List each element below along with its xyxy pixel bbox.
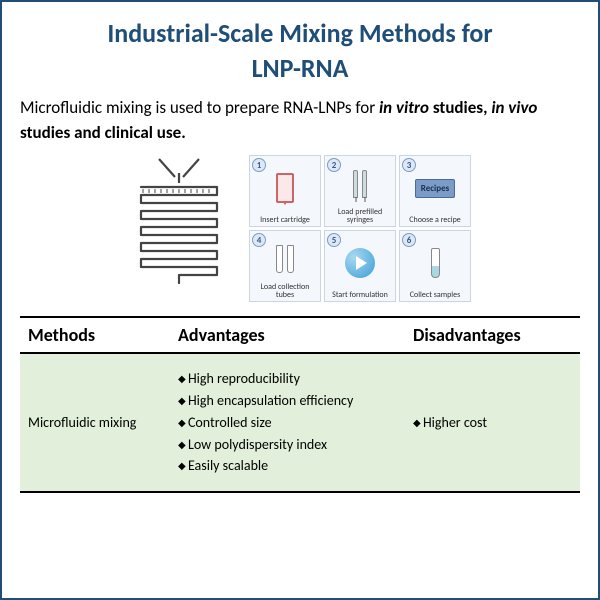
intro-em-1: in vitro — [379, 97, 429, 118]
recipes-button-label: Recipes — [415, 179, 455, 198]
header-advantages: Advantages — [170, 317, 405, 353]
step-6: 6 Collect samples — [399, 230, 471, 302]
intro-bold-1: studies, — [433, 97, 491, 118]
step-5-label: Start formulation — [331, 291, 389, 300]
microfluidic-chip-icon — [129, 155, 229, 285]
page-title: Industrial-Scale Mixing Methods for LNP-… — [20, 16, 580, 86]
advantage-item: Low polydispersity index — [178, 434, 397, 456]
diagram-row: 1 Insert cartridge 2 Load prefilled syri… — [20, 155, 580, 302]
table-header-row: Methods Advantages Disadvantages — [20, 317, 580, 353]
intro-paragraph: Microfluidic mixing is used to prepare R… — [20, 96, 580, 145]
table-row: Microfluidic mixing High reproducibility… — [20, 353, 580, 491]
comparison-table: Methods Advantages Disadvantages Microfl… — [20, 316, 580, 492]
cell-method: Microfluidic mixing — [20, 353, 170, 491]
step-3: 3 Recipes Choose a recipe — [399, 155, 471, 227]
title-line-1: Industrial-Scale Mixing Methods for — [107, 17, 492, 49]
advantage-item: High reproducibility — [178, 368, 397, 390]
disadvantage-item: Higher cost — [413, 412, 572, 434]
intro-bold-2: studies and clinical use. — [20, 122, 186, 143]
step-1: 1 Insert cartridge — [249, 155, 321, 227]
step-2: 2 Load prefilled syringes — [324, 155, 396, 227]
intro-text-1: Microfluidic mixing is used to prepare R… — [20, 97, 379, 118]
steps-grid: 1 Insert cartridge 2 Load prefilled syri… — [249, 155, 471, 302]
advantage-item: Controlled size — [178, 412, 397, 434]
advantage-item: Easily scalable — [178, 455, 397, 477]
cell-advantages: High reproducibility High encapsulation … — [170, 353, 405, 491]
step-4-label: Load collection tubes — [251, 283, 319, 301]
advantage-item: High encapsulation efficiency — [178, 390, 397, 412]
step-6-label: Collect samples — [409, 291, 462, 300]
title-line-2: LNP-RNA — [252, 52, 349, 84]
step-4: 4 Load collection tubes — [249, 230, 321, 302]
header-disadvantages: Disadvantages — [405, 317, 580, 353]
step-2-label: Load prefilled syringes — [326, 208, 394, 226]
header-methods: Methods — [20, 317, 170, 353]
step-3-label: Choose a recipe — [408, 216, 462, 225]
intro-em-2: in vivo — [491, 97, 537, 118]
cell-disadvantages: Higher cost — [405, 353, 580, 491]
step-1-label: Insert cartridge — [259, 216, 311, 225]
step-5: 5 Start formulation — [324, 230, 396, 302]
